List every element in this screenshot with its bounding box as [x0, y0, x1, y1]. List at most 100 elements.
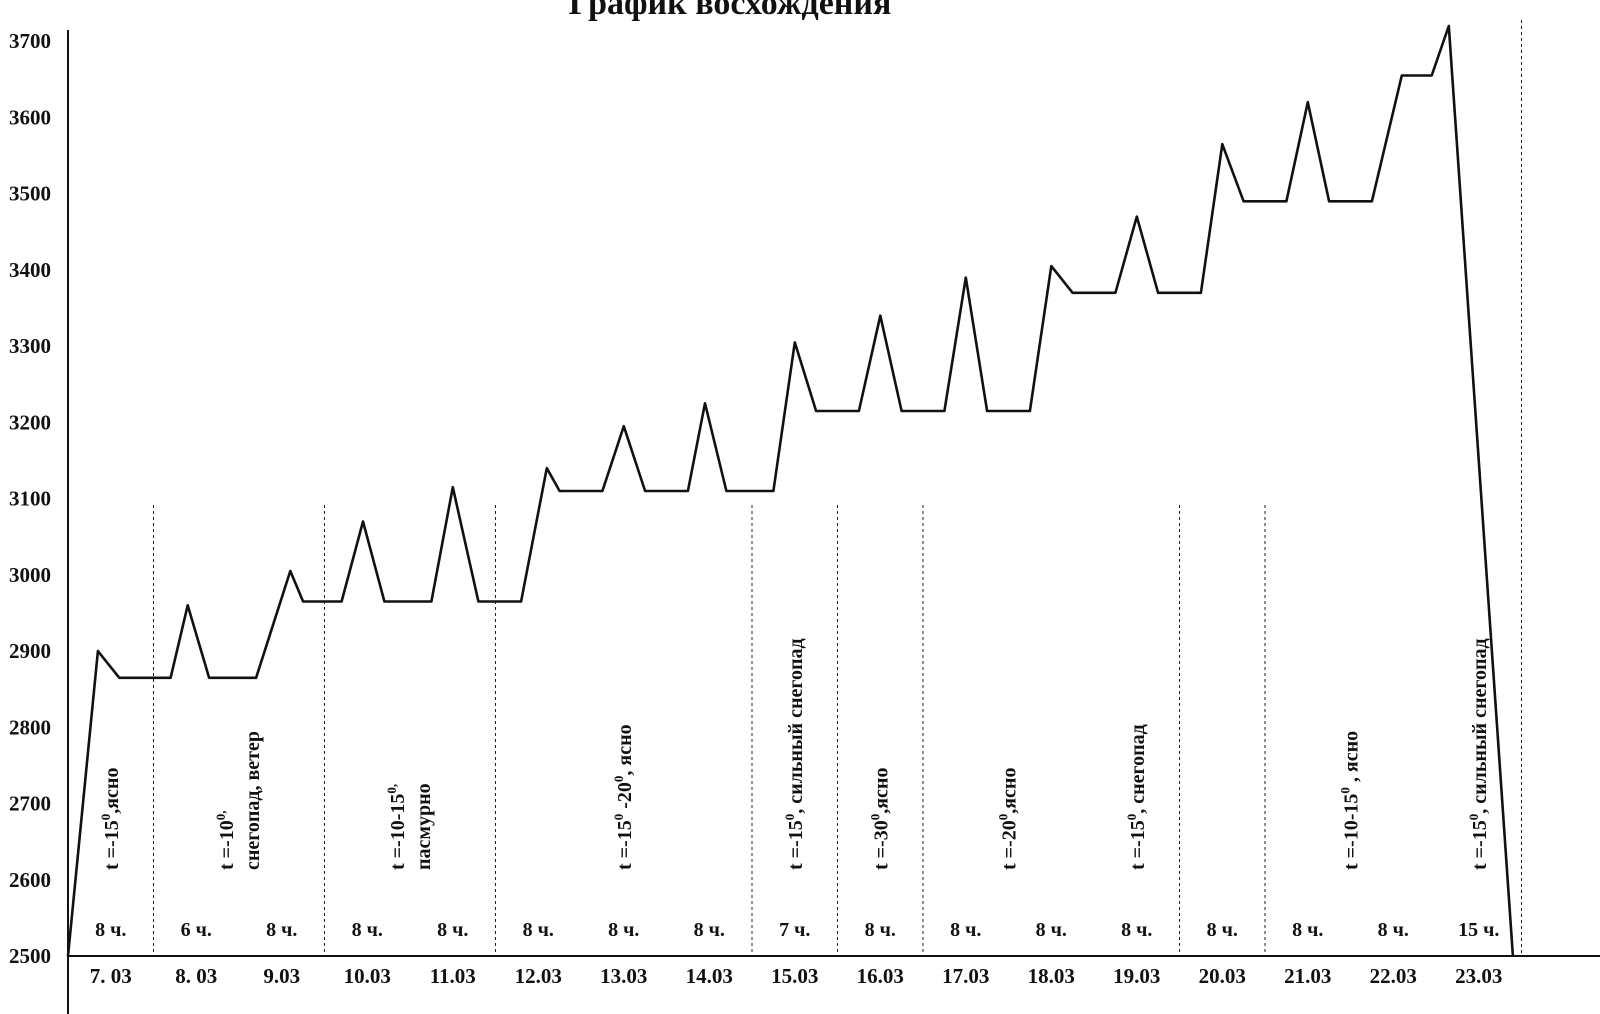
text-run: t =-20: [999, 820, 1021, 870]
superscript: 0: [867, 814, 882, 821]
hours-label: 8 ч.: [950, 919, 981, 941]
weather-annotation: t =-150, сильный снегопад: [782, 638, 807, 870]
series-point: [452, 486, 454, 489]
x-tick-label: 13.03: [600, 964, 647, 988]
series-point: [340, 600, 343, 603]
series-point: [772, 490, 775, 492]
x-tick-labels: 7. 03 8. 03 9.03 10.03 11.03 12.03 13.03 14.03 1…: [90, 964, 1503, 988]
series-point: [1307, 101, 1309, 103]
text-run: t =-10-15: [1341, 794, 1363, 870]
x-tick-label: 19.03: [1113, 964, 1160, 988]
weather-text: пасмурно: [413, 783, 435, 870]
series-point: [879, 314, 882, 317]
weather-annotation: t =-150, снегопад: [1124, 724, 1149, 870]
text-run: снегопад, ветер: [242, 731, 264, 870]
x-tick-label: 22.03: [1370, 964, 1417, 988]
series-point: [900, 410, 903, 412]
weather-text: t =-150 -200, ясно: [611, 724, 636, 870]
series-point: [1200, 292, 1202, 294]
hours-label: 8 ч.: [1036, 919, 1067, 941]
superscript: 0,: [384, 784, 399, 794]
text-run: , ясно: [1341, 731, 1363, 787]
text-run: t =-10-15: [387, 794, 409, 870]
series-point: [558, 490, 561, 492]
hours-label: 7 ч.: [779, 919, 810, 941]
text-run: , ясно: [614, 724, 636, 775]
x-tick-label: 12.03: [515, 964, 562, 988]
x-tick-label: 8. 03: [175, 964, 217, 988]
superscript: 0,: [213, 811, 228, 821]
series-point: [815, 410, 817, 412]
hours-label: 8 ч.: [1121, 919, 1152, 941]
series-point: [943, 410, 946, 412]
text-run: ,ясно: [101, 768, 123, 814]
hours-label: 8 ч.: [437, 919, 468, 941]
weather-annotation: t =-150 -200, ясно: [611, 724, 636, 870]
x-tick-label: 21.03: [1284, 964, 1331, 988]
weather-annotation: t =-10-150 , ясно: [1338, 731, 1363, 870]
series-point: [362, 520, 364, 523]
superscript: 0: [1338, 787, 1353, 794]
series-point: [687, 490, 689, 492]
series-point: [1328, 200, 1330, 203]
series-point: [255, 677, 257, 679]
hours-label: 15 ч.: [1458, 919, 1499, 941]
text-run: t =-15: [1469, 820, 1491, 870]
hours-label: 8 ч.: [266, 919, 297, 941]
series-point: [1114, 292, 1117, 294]
series-point: [302, 600, 304, 603]
series-point: [1448, 25, 1450, 27]
series-point: [858, 410, 860, 412]
weather-annotation: t =-10-150, пасмурно: [384, 783, 435, 870]
hours-labels: 8 ч. 6 ч. 8 ч. 8 ч. 8 ч. 8 ч. 8 ч. 8 ч. 7 ч. 8 ч.…: [95, 919, 1499, 941]
series-point: [118, 677, 121, 679]
series-point: [725, 490, 728, 492]
text-run: -20: [614, 782, 636, 814]
x-tick-label: 7. 03: [90, 964, 132, 988]
series-point: [601, 490, 604, 492]
hours-label: 8 ч.: [694, 919, 725, 941]
weather-text: t =-200,ясно: [996, 768, 1021, 870]
superscript: 0: [611, 776, 626, 783]
y-tick-label: 2600: [9, 868, 51, 892]
weather-annotation: t =-150,ясно: [98, 768, 123, 870]
hours-label: 8 ч.: [1292, 919, 1323, 941]
series-point: [986, 410, 988, 412]
x-tick-label: 16.03: [857, 964, 904, 988]
text-run: пасмурно: [413, 783, 435, 870]
text-run: t =-15: [1127, 820, 1149, 870]
x-tick-label: 17.03: [942, 964, 989, 988]
weather-text: t =-150,ясно: [98, 768, 123, 870]
x-tick-label: 11.03: [430, 964, 476, 988]
text-run: ,ясно: [870, 768, 892, 814]
x-tick-label: 14.03: [686, 964, 733, 988]
superscript: 0: [611, 814, 626, 821]
text-run: , сильный снегопад: [785, 638, 807, 813]
y-tick-labels: 2500 2600 2700 2800 2900 3000 3100 3200 3300 3400…: [9, 29, 51, 968]
x-tick-label: 18.03: [1028, 964, 1075, 988]
series-point: [520, 600, 522, 603]
x-tick-label: 23.03: [1455, 964, 1502, 988]
weather-text: t =-10-150,: [384, 784, 409, 870]
text-run: ,ясно: [999, 768, 1021, 814]
series-point: [1512, 955, 1514, 957]
series-point: [1285, 200, 1288, 203]
series-points: [67, 25, 1514, 957]
y-tick-label: 2500: [9, 944, 51, 968]
superscript: 0: [1466, 814, 1481, 821]
weather-annotation: t =-100, снегопад, ветер: [213, 731, 264, 870]
y-tick-label: 2700: [9, 792, 51, 816]
series-point: [1221, 143, 1224, 145]
series-point: [1071, 292, 1074, 294]
y-tick-label: 2900: [9, 639, 51, 663]
weather-text: t =-10-150 , ясно: [1338, 731, 1363, 870]
weather-text: t =-100,: [213, 811, 238, 870]
hours-label: 8 ч.: [352, 919, 383, 941]
text-run: t =-30: [870, 820, 892, 870]
x-tick-label: 20.03: [1199, 964, 1246, 988]
weather-text: t =-300,ясно: [867, 768, 892, 870]
series-point: [477, 600, 480, 603]
separator-lines: [153, 20, 1522, 956]
y-tick-label: 3600: [9, 105, 51, 129]
hours-label: 8 ч.: [523, 919, 554, 941]
